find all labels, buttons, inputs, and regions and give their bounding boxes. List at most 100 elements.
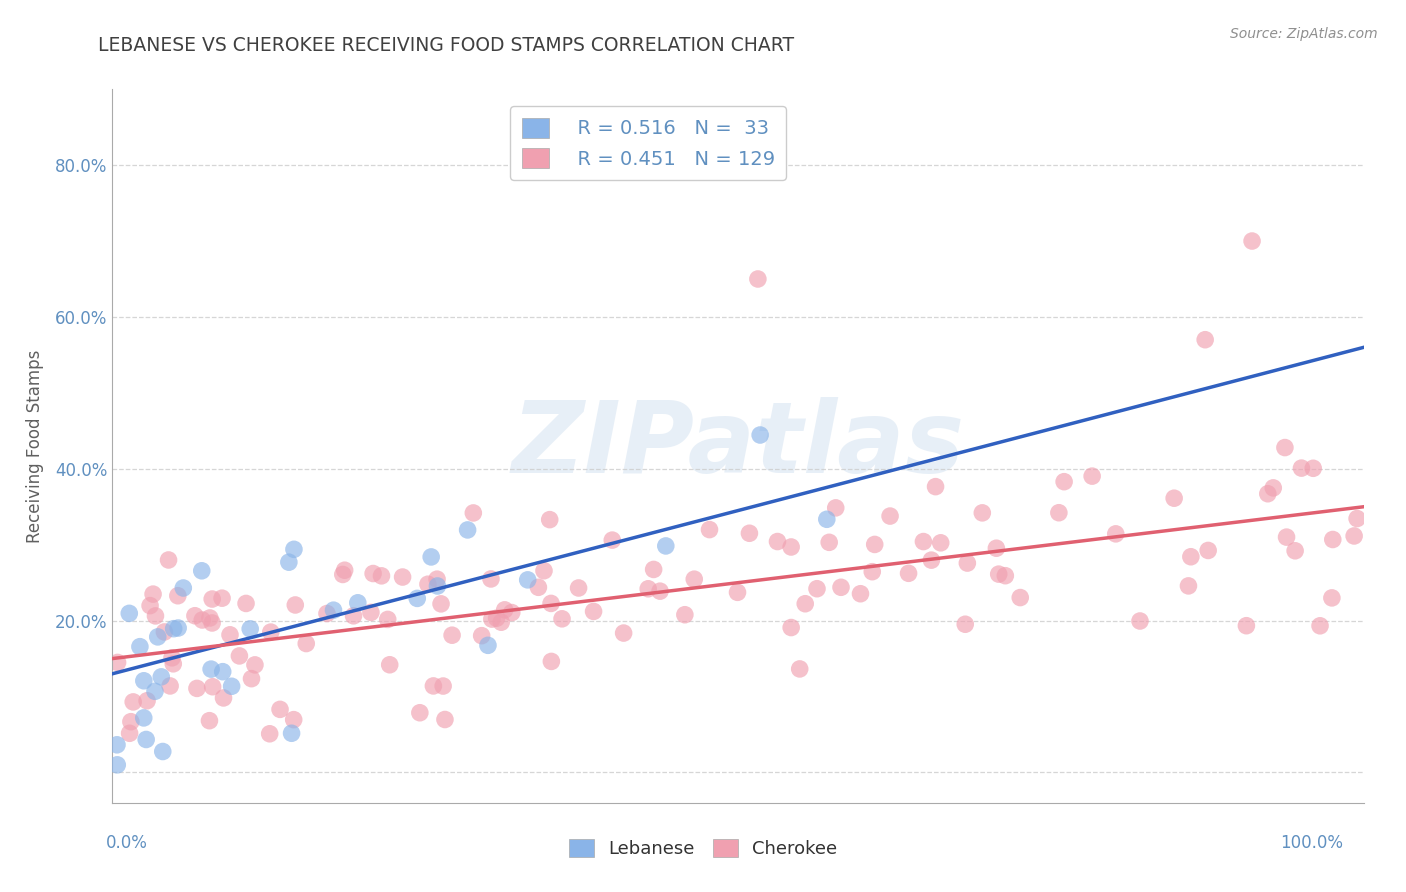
- Point: [780, 540, 803, 554]
- Point: [1010, 591, 1032, 605]
- Y-axis label: Receiving Food Stamps: Receiving Food Stamps: [25, 350, 44, 542]
- Point: [146, 630, 169, 644]
- Point: [153, 624, 176, 639]
- Point: [479, 572, 502, 586]
- Point: [1241, 234, 1264, 248]
- Point: [260, 625, 283, 640]
- Point: [1320, 591, 1343, 605]
- Point: [489, 615, 512, 630]
- Point: [105, 757, 128, 772]
- Point: [152, 744, 174, 758]
- Point: [806, 582, 828, 596]
- Point: [139, 599, 162, 613]
- Point: [1194, 333, 1216, 347]
- Point: [1263, 481, 1285, 495]
- Point: [501, 606, 523, 620]
- Point: [422, 679, 444, 693]
- Point: [239, 622, 262, 636]
- Point: [107, 656, 129, 670]
- Point: [132, 673, 155, 688]
- Point: [145, 608, 167, 623]
- Text: 100.0%: 100.0%: [1279, 834, 1343, 852]
- Point: [143, 684, 166, 698]
- Legend: Lebanese, Cherokee: Lebanese, Cherokee: [561, 831, 845, 865]
- Point: [166, 589, 188, 603]
- Point: [129, 640, 152, 654]
- Point: [269, 702, 291, 716]
- Point: [457, 523, 479, 537]
- Text: 0.0%: 0.0%: [105, 834, 148, 852]
- Point: [1081, 469, 1104, 483]
- Point: [228, 648, 250, 663]
- Point: [527, 580, 550, 594]
- Point: [163, 622, 186, 636]
- Point: [243, 657, 266, 672]
- Legend:   R = 0.516   N =  33,   R = 0.451   N = 129: R = 0.516 N = 33, R = 0.451 N = 129: [510, 106, 786, 180]
- Text: LEBANESE VS CHEROKEE RECEIVING FOOD STAMPS CORRELATION CHART: LEBANESE VS CHEROKEE RECEIVING FOOD STAM…: [98, 36, 794, 54]
- Point: [1274, 441, 1296, 455]
- Point: [897, 566, 920, 581]
- Text: Source: ZipAtlas.com: Source: ZipAtlas.com: [1230, 27, 1378, 41]
- Point: [766, 534, 789, 549]
- Point: [198, 611, 221, 625]
- Point: [533, 564, 555, 578]
- Point: [824, 500, 846, 515]
- Point: [167, 621, 190, 635]
- Point: [120, 714, 142, 729]
- Point: [342, 608, 364, 623]
- Point: [683, 572, 706, 586]
- Point: [727, 585, 749, 599]
- Point: [160, 650, 183, 665]
- Point: [316, 607, 339, 621]
- Point: [221, 679, 243, 693]
- Point: [190, 564, 212, 578]
- Point: [987, 567, 1010, 582]
- Point: [211, 665, 233, 679]
- Point: [551, 612, 574, 626]
- Point: [1105, 526, 1128, 541]
- Point: [1291, 461, 1313, 475]
- Point: [481, 612, 503, 626]
- Point: [582, 604, 605, 618]
- Point: [277, 555, 299, 569]
- Point: [360, 606, 382, 620]
- Point: [1346, 511, 1368, 525]
- Point: [430, 597, 453, 611]
- Point: [284, 598, 307, 612]
- Point: [295, 636, 318, 650]
- Point: [516, 573, 538, 587]
- Point: [159, 679, 181, 693]
- Point: [132, 711, 155, 725]
- Point: [912, 534, 935, 549]
- Point: [118, 726, 141, 740]
- Point: [673, 607, 696, 622]
- Point: [994, 568, 1017, 582]
- Point: [201, 680, 224, 694]
- Point: [637, 582, 659, 596]
- Point: [955, 617, 977, 632]
- Point: [1322, 533, 1344, 547]
- Point: [494, 603, 516, 617]
- Point: [1343, 529, 1365, 543]
- Point: [789, 662, 811, 676]
- Point: [406, 591, 429, 606]
- Point: [135, 732, 157, 747]
- Point: [860, 565, 883, 579]
- Point: [1197, 543, 1219, 558]
- Point: [420, 549, 443, 564]
- Point: [219, 628, 242, 642]
- Point: [648, 584, 671, 599]
- Point: [441, 628, 464, 642]
- Point: [920, 553, 942, 567]
- Point: [201, 615, 224, 630]
- Point: [538, 513, 561, 527]
- Point: [416, 577, 439, 591]
- Point: [1129, 614, 1152, 628]
- Point: [235, 597, 257, 611]
- Point: [540, 596, 562, 610]
- Point: [1257, 487, 1279, 501]
- Point: [1177, 579, 1199, 593]
- Point: [540, 655, 562, 669]
- Point: [471, 629, 494, 643]
- Point: [972, 506, 994, 520]
